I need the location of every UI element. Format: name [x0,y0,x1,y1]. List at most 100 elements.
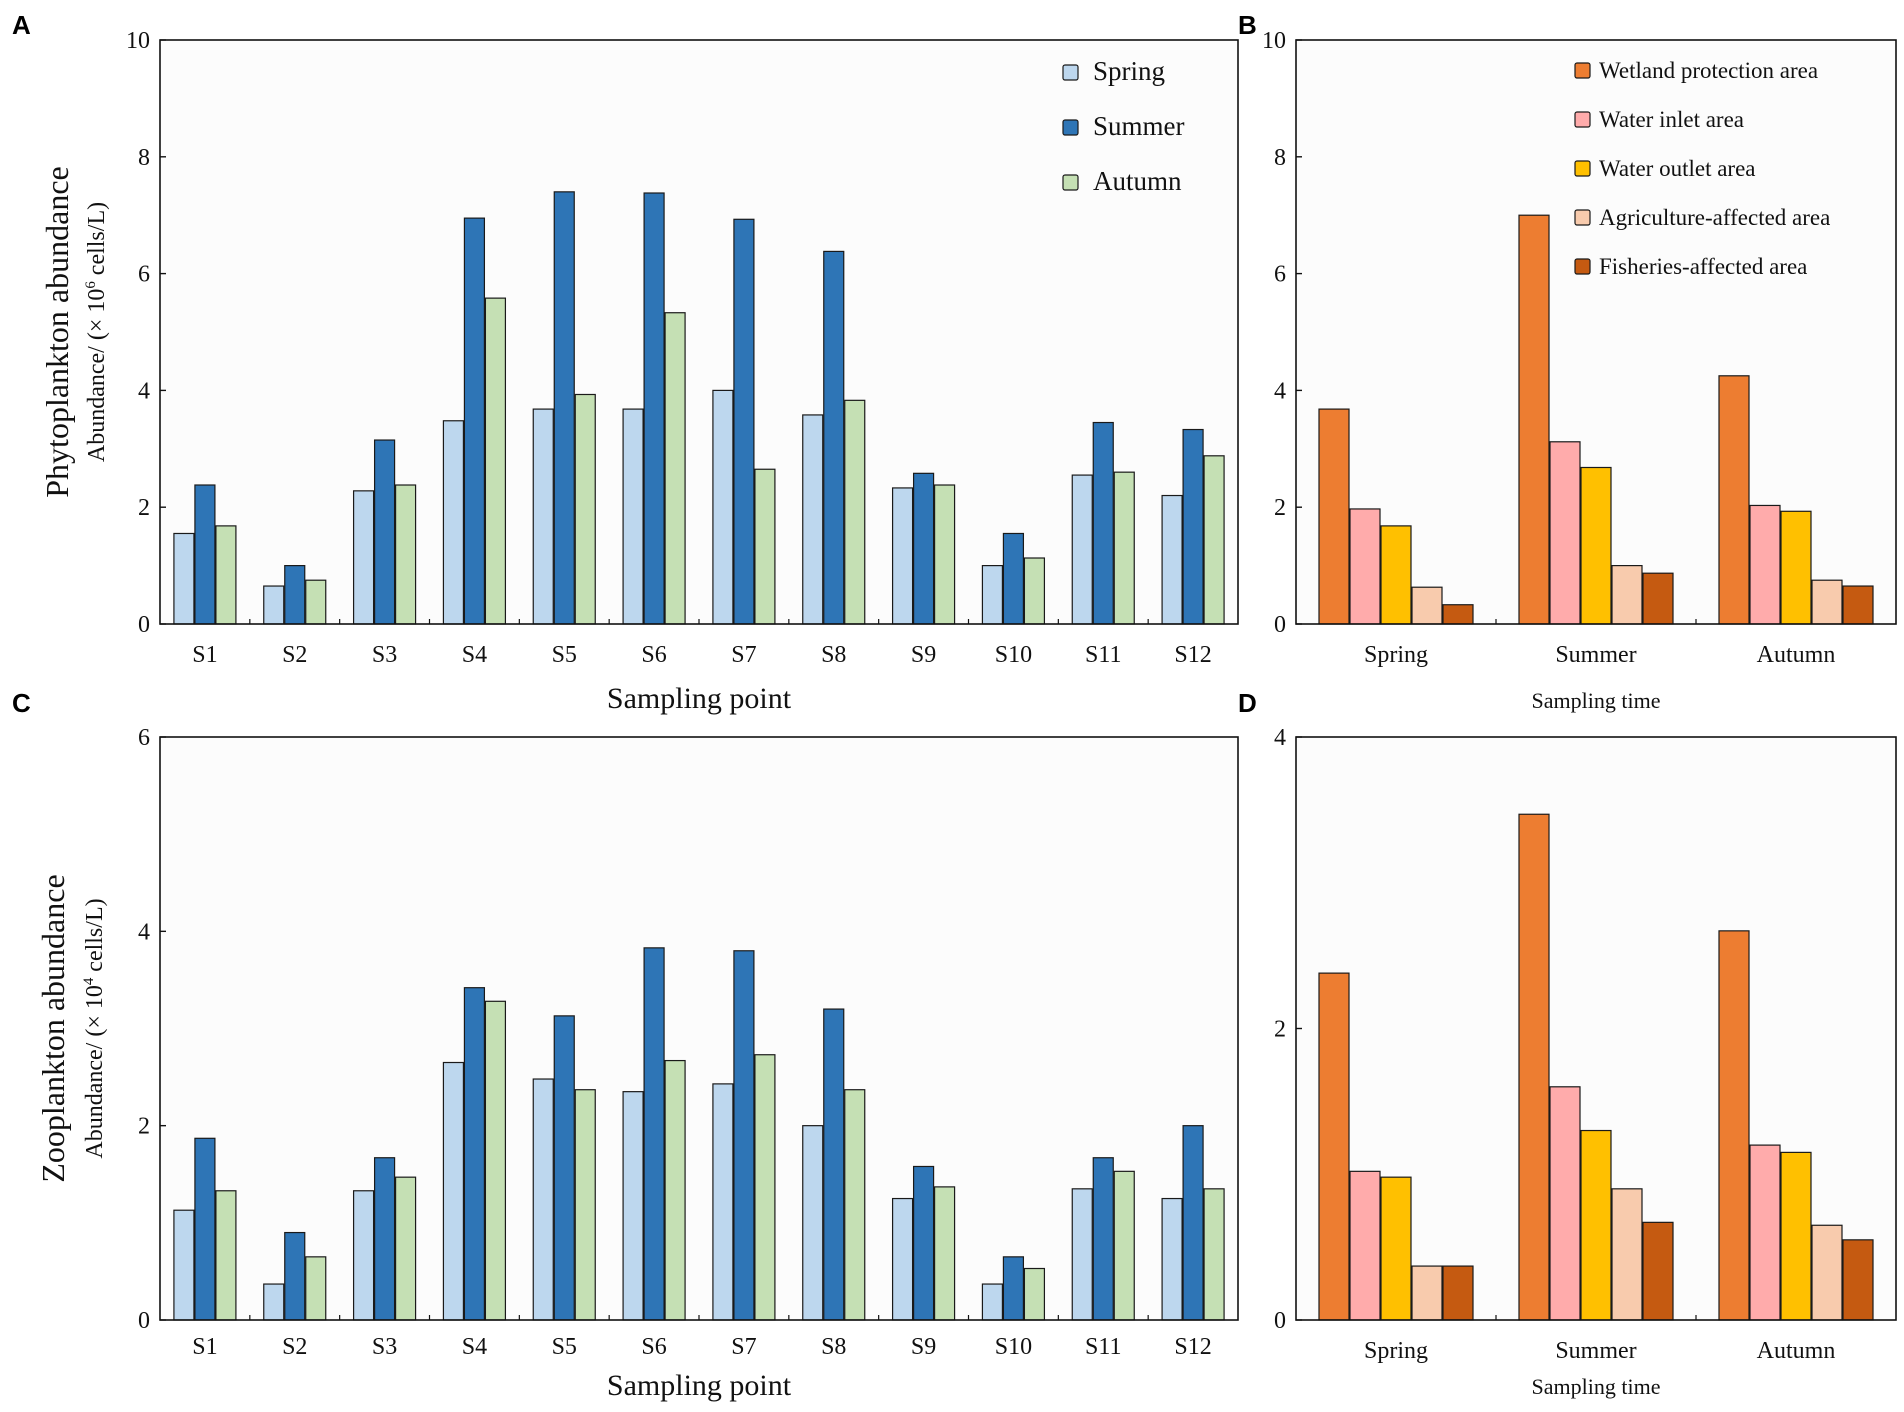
bar-fisheries-affected-area-summer [1642,1221,1674,1321]
bar-summer-s11 [1092,421,1114,625]
x-tick-label: S12 [1174,1334,1211,1360]
y-axis-title: Phytoplankton abundance [39,166,75,497]
legend-label: Spring [1093,56,1165,86]
x-axis-label: Sampling point [607,1369,792,1402]
legend-swatch [1574,160,1591,177]
legend-swatch [1574,111,1591,128]
bar-autumn-s3 [394,1176,417,1321]
x-tick-label: Autumn [1757,1338,1836,1364]
x-tick-label: S10 [995,642,1032,668]
y-axis-unit-suffix: cells/L) [82,898,108,977]
bar-summer-s9 [912,1165,935,1321]
legend: Wetland protection area Water inlet area W… [1574,58,1830,279]
bar-spring-s3 [352,1190,375,1321]
bar-fisheries-affected-area-autumn [1842,585,1874,625]
bar-agriculture-affected-area-autumn [1811,579,1843,625]
bar-summer-s5 [553,1015,575,1321]
x-tick-label: S9 [911,1334,936,1360]
legend-swatch [1062,64,1079,81]
plot-frame [1295,39,1897,625]
bar-autumn-s3 [394,484,417,625]
x-tick-label: S9 [911,642,936,668]
y-tick-label: 2 [1274,495,1286,521]
y-tick-label: 6 [138,725,150,751]
x-tick-label: S6 [641,642,666,668]
bar-wetland-protection-area-autumn [1718,930,1750,1321]
bar-spring-s9 [891,487,914,625]
panel-label-d: D [1238,688,1257,718]
bar-water-outlet-area-summer [1580,466,1612,625]
bar-water-inlet-area-autumn [1749,504,1781,625]
bar-agriculture-affected-area-spring [1411,1265,1443,1321]
bar-water-outlet-area-summer [1580,1129,1612,1321]
legend-swatch [1062,174,1079,191]
bar-wetland-protection-area-summer [1518,214,1550,625]
bar-autumn-s4 [484,297,507,625]
bar-summer-s3 [373,1157,396,1321]
legend-swatch [1574,62,1591,79]
bar-summer-s10 [1002,532,1025,625]
bar-spring-s4 [442,420,465,625]
bar-spring-s5 [532,408,554,625]
bar-summer-s1 [194,484,216,625]
legend-swatch [1574,209,1591,226]
legend-label: Summer [1093,111,1185,141]
bar-agriculture-affected-area-summer [1611,564,1643,625]
bar-spring-s7 [712,389,734,625]
x-tick-label: S2 [282,642,307,668]
bar-water-inlet-area-summer [1549,441,1581,625]
y-axis-unit-prefix: Abundance/ (× 10 [82,985,108,1158]
bar-summer-s4 [463,217,486,625]
bar-spring-s1 [173,1209,195,1321]
bar-summer-s8 [823,250,845,625]
y-tick-label: 4 [138,378,150,404]
x-tick-label: S8 [821,642,846,668]
y-axis-title: Zooplankton abundance [35,874,71,1182]
y-tick-label: 8 [1274,145,1286,171]
x-tick-label: Summer [1555,1338,1636,1364]
bar-spring-s6 [622,1091,644,1321]
bar-water-inlet-area-spring [1349,508,1381,625]
plot-area [160,737,1238,1320]
x-tick-label: S6 [641,1334,666,1360]
panel-b-chart: 0 2 4 6 8 10 Spring Summer Autumn Sampling time We… [1262,28,1897,713]
y-axis-unit-prefix: Abundance/ (× 10 [84,289,110,462]
bar-summer-s7 [733,950,755,1321]
x-tick-label: S7 [731,642,756,668]
bar-wetland-protection-area-autumn [1718,375,1750,625]
legend: Spring Summer Autumn [1062,56,1185,196]
bar-summer-s12 [1182,1125,1204,1321]
x-tick-label: Spring [1364,1338,1428,1364]
bar-spring-s4 [442,1061,465,1321]
y-axis-unit-label: Abundance/ (× 104 cells/L) [81,898,108,1158]
x-tick-label: S11 [1085,642,1121,668]
y-tick-label: 6 [138,262,150,288]
bar-autumn-s7 [754,468,776,625]
bar-water-outlet-area-autumn [1780,1151,1812,1321]
x-tick-label: S1 [192,642,217,668]
x-tick-label: S10 [995,1334,1032,1360]
bar-spring-s2 [263,1283,285,1321]
bar-autumn-s2 [305,579,327,625]
x-tick-label: S4 [462,642,487,668]
bar-spring-s11 [1071,1188,1093,1321]
panel-label-b: B [1238,10,1257,40]
y-tick-label: 10 [1262,28,1286,54]
bar-wetland-protection-area-summer [1518,813,1550,1321]
bar-spring-s7 [712,1083,734,1321]
x-tick-label: S2 [282,1334,307,1360]
x-tick-label: S1 [192,1334,217,1360]
y-tick-label: 0 [1274,1308,1286,1334]
bar-autumn-s8 [844,399,866,625]
bar-autumn-s7 [754,1054,776,1321]
panel-c-chart: 0 2 4 6 S1 S2 S3 S4 S5 S6 S7 S8 S9 S10 S11 S12 Sampling … [35,725,1239,1402]
y-tick-label: 2 [138,1114,150,1140]
bar-fisheries-affected-area-spring [1442,604,1474,625]
bar-summer-s11 [1092,1157,1114,1321]
bar-wetland-protection-area-spring [1318,408,1350,625]
bar-autumn-s1 [215,1190,237,1321]
x-axis-label: Sampling point [607,682,792,715]
bar-autumn-s8 [844,1089,866,1321]
bar-summer-s12 [1182,428,1204,625]
legend-swatch [1062,119,1079,136]
